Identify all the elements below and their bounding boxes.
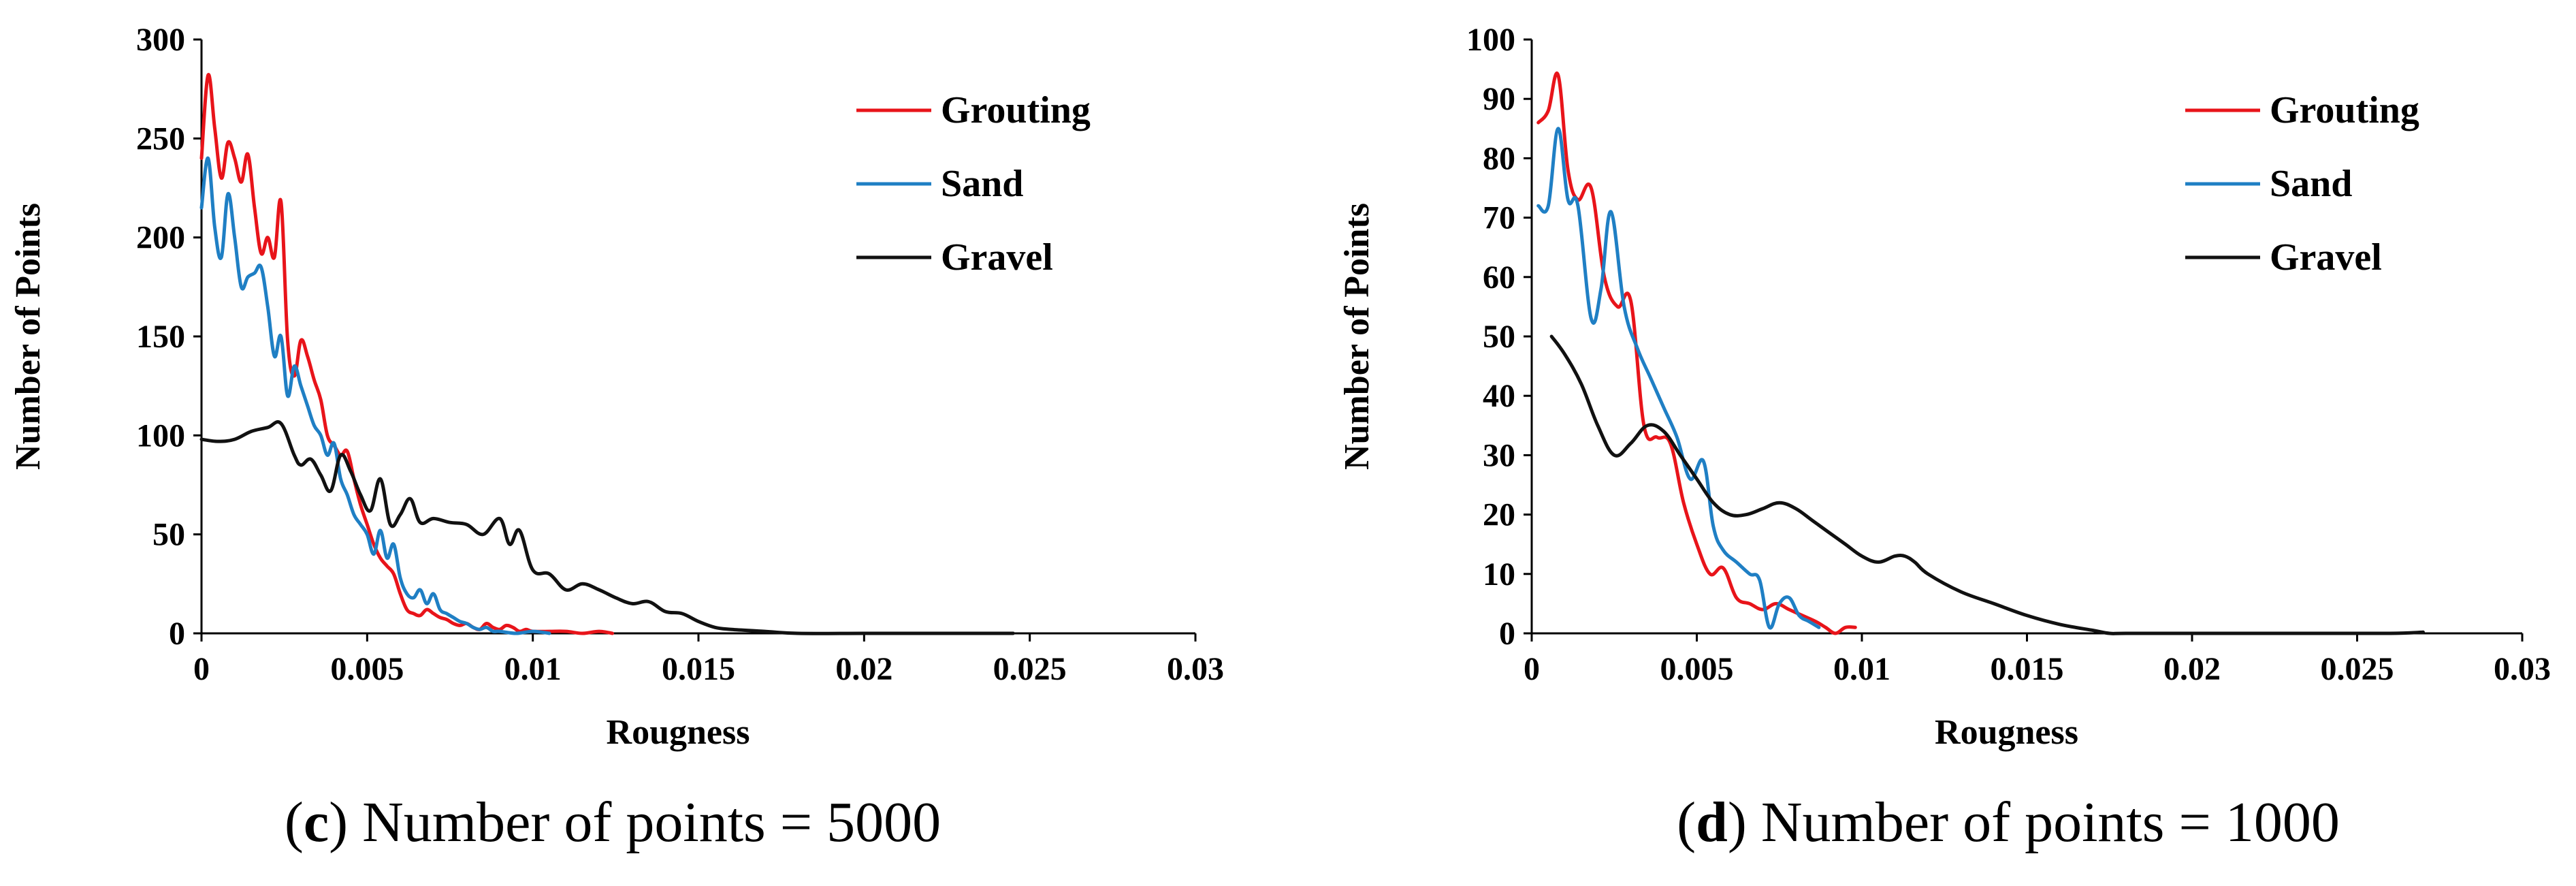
panel-d-caption-letter: d: [1696, 791, 1728, 854]
panel-c-x-tick-label: 0.02: [835, 651, 892, 687]
panel-c-y-tick-label: 200: [136, 220, 185, 256]
panel-c-legend-sand-label: Sand: [941, 163, 1023, 205]
panel-d-x-axis-title: Rougness: [1935, 713, 2078, 752]
panel-d-y-tick-label: 40: [1483, 378, 1515, 414]
panel-c-x-tick-label: 0: [193, 651, 210, 687]
panel-d-x-tick-label: 0.025: [2321, 651, 2394, 687]
panel-c-legend-gravel-label: Gravel: [941, 236, 1053, 279]
panel-c-y-tick-label: 50: [152, 517, 185, 553]
panel-d-y-tick-label: 0: [1499, 616, 1515, 652]
panel-d-caption: (d) Number of points = 1000: [1677, 791, 2340, 854]
panel-d-y-tick-label: 90: [1483, 81, 1515, 117]
panel-c-caption: (c) Number of points = 5000: [285, 791, 941, 854]
panel-c-caption-letter: c: [304, 791, 329, 854]
panel-c-legend-grouting-label: Grouting: [941, 89, 1091, 131]
panel-d-x-tick-label: 0.03: [2494, 651, 2551, 687]
panel-d-legend-gravel-label: Gravel: [2270, 236, 2382, 279]
panel-c-x-axis-title: Rougness: [607, 713, 750, 752]
panel-d-y-tick-label: 70: [1483, 200, 1515, 236]
panel-d-legend-grouting-label: Grouting: [2270, 89, 2419, 131]
panel-c-y-tick-label: 250: [136, 121, 185, 157]
panel-c-series-sand-line: [199, 156, 551, 635]
panel-d-series-gravel-line: [1549, 334, 2425, 635]
panel-c-y-tick-label: 150: [136, 319, 185, 355]
panel-d-x-tick-label: 0: [1524, 651, 1540, 687]
panel-d-legend-sand-label: Sand: [2270, 163, 2352, 205]
panel-c-x-tick-label: 0.015: [662, 651, 735, 687]
panel-d-x-tick-label: 0.005: [1660, 651, 1734, 687]
panel-c-x-tick-label: 0.01: [504, 651, 562, 687]
panel-c-y-axis-title: Number of Points: [9, 203, 48, 470]
panel-d-series-sand-line: [1536, 127, 1821, 630]
panel-c-y-tick-label: 300: [136, 22, 185, 58]
panel-d-y-tick-label: 10: [1483, 556, 1515, 592]
panel-c-caption-text: ) Number of points = 5000: [329, 791, 941, 854]
panel-d-y-tick-label: 50: [1483, 319, 1515, 355]
panel-d-y-tick-label: 100: [1466, 22, 1515, 58]
panel-c-x-tick-label: 0.005: [330, 651, 404, 687]
panel-d-caption-open: (: [1677, 791, 1696, 854]
panel-c-x-tick-label: 0.03: [1167, 651, 1224, 687]
panel-d-x-tick-label: 0.015: [1991, 651, 2064, 687]
panel-d-y-tick-label: 20: [1483, 497, 1515, 533]
panel-d-x-tick-label: 0.02: [2163, 651, 2221, 687]
panel-d-y-tick-label: 30: [1483, 437, 1515, 473]
panel-c-x-tick-label: 0.025: [993, 651, 1067, 687]
panel-d-x-tick-label: 0.01: [1833, 651, 1890, 687]
panel-c-series-grouting-line: [199, 73, 614, 635]
panel-d-y-tick-label: 80: [1483, 140, 1515, 176]
panel-d-y-tick-label: 60: [1483, 259, 1515, 296]
panel-d-y-axis-title: Number of Points: [1338, 203, 1376, 470]
panel-c-y-tick-label: 100: [136, 417, 185, 454]
panel-c-series-gravel-line: [199, 420, 1015, 635]
panel-d-series-grouting-line: [1536, 72, 1857, 635]
panel-c-y-tick-label: 0: [169, 616, 185, 652]
panel-d-caption-text: ) Number of points = 1000: [1728, 791, 2340, 854]
panel-c-caption-open: (: [285, 791, 304, 854]
